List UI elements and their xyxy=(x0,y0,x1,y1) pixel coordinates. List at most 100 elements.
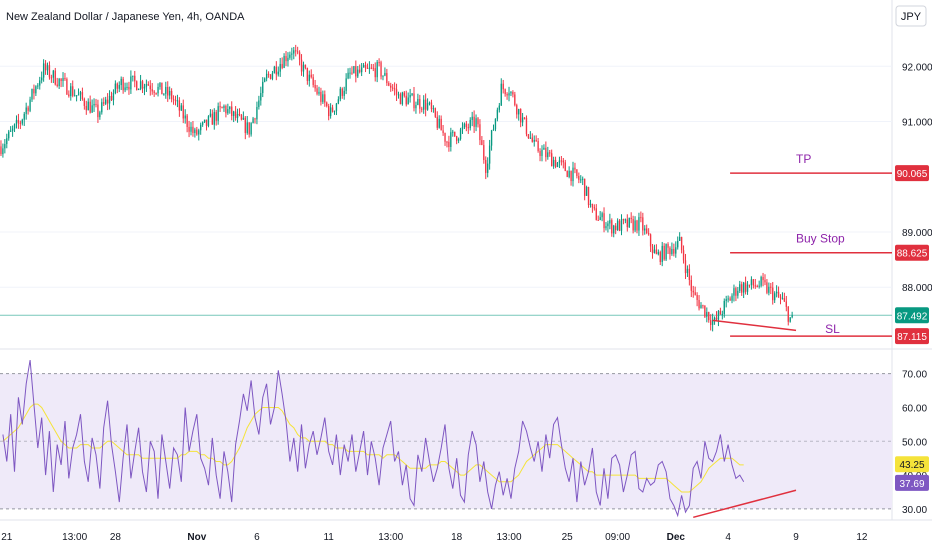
candle[interactable] xyxy=(756,284,758,288)
candle[interactable] xyxy=(252,116,254,124)
candle[interactable] xyxy=(217,102,219,125)
candle[interactable] xyxy=(368,61,371,74)
candle[interactable] xyxy=(44,60,47,75)
candle[interactable] xyxy=(380,60,382,80)
candle[interactable] xyxy=(273,65,276,74)
candle[interactable] xyxy=(13,123,16,133)
candle[interactable] xyxy=(161,82,163,95)
candle[interactable] xyxy=(632,215,634,234)
candle[interactable] xyxy=(207,115,210,128)
candle[interactable] xyxy=(300,54,303,76)
candle[interactable] xyxy=(587,186,590,208)
candle[interactable] xyxy=(21,118,23,126)
candle[interactable] xyxy=(760,275,762,288)
candle[interactable] xyxy=(463,122,466,130)
candle[interactable] xyxy=(382,75,384,81)
candle[interactable] xyxy=(91,99,93,113)
candle[interactable] xyxy=(223,104,225,112)
candle[interactable] xyxy=(141,79,144,93)
currency-button[interactable]: JPY xyxy=(895,5,927,27)
candle[interactable] xyxy=(151,83,153,95)
candle[interactable] xyxy=(39,76,41,90)
candle[interactable] xyxy=(157,83,159,97)
candle[interactable] xyxy=(130,70,132,94)
time-axis[interactable]: 21 13:00 28 Nov 6 11 13:00 18 13:00 25 09:00 Dec 4 9 1… xyxy=(1,532,868,543)
candle[interactable] xyxy=(777,286,780,298)
candle[interactable] xyxy=(275,61,278,81)
candle[interactable] xyxy=(77,88,80,96)
candle[interactable] xyxy=(746,281,749,295)
candle[interactable] xyxy=(601,211,603,222)
candle[interactable] xyxy=(510,91,512,97)
candle[interactable] xyxy=(403,91,405,98)
candle[interactable] xyxy=(417,93,419,106)
candle[interactable] xyxy=(134,70,136,88)
candle[interactable] xyxy=(326,101,328,108)
candle[interactable] xyxy=(496,107,499,122)
candle[interactable] xyxy=(335,102,338,116)
candle[interactable] xyxy=(388,81,390,87)
candle[interactable] xyxy=(405,90,407,107)
candle[interactable] xyxy=(227,103,229,115)
candle[interactable] xyxy=(194,127,196,138)
candle[interactable] xyxy=(547,146,549,160)
candle[interactable] xyxy=(599,211,601,221)
candle[interactable] xyxy=(494,118,497,132)
candle[interactable] xyxy=(316,85,318,96)
candle[interactable] xyxy=(225,104,227,118)
candle[interactable] xyxy=(6,133,8,149)
candle[interactable] xyxy=(640,211,642,223)
candle[interactable] xyxy=(277,66,279,77)
candle[interactable] xyxy=(72,80,74,98)
candle[interactable] xyxy=(287,52,289,67)
candle[interactable] xyxy=(180,103,182,112)
candle[interactable] xyxy=(139,74,142,91)
candle[interactable] xyxy=(246,116,248,135)
candle[interactable] xyxy=(748,284,751,288)
candle[interactable] xyxy=(8,129,10,141)
candle[interactable] xyxy=(46,62,49,75)
candle[interactable] xyxy=(768,282,770,296)
candle[interactable] xyxy=(506,92,508,100)
candle[interactable] xyxy=(386,68,388,86)
candle[interactable] xyxy=(182,99,184,124)
candle[interactable] xyxy=(264,77,266,83)
candle[interactable] xyxy=(597,215,599,221)
candle[interactable] xyxy=(688,264,691,286)
candle[interactable] xyxy=(781,292,784,300)
candle[interactable] xyxy=(430,99,433,113)
candle[interactable] xyxy=(271,70,274,81)
candle[interactable] xyxy=(646,224,648,235)
candle[interactable] xyxy=(630,212,632,224)
candle[interactable] xyxy=(232,110,235,123)
candle[interactable] xyxy=(609,213,611,230)
candle[interactable] xyxy=(488,139,491,170)
candle[interactable] xyxy=(178,97,181,117)
candle[interactable] xyxy=(752,278,755,289)
candle[interactable] xyxy=(564,159,566,172)
candle[interactable] xyxy=(56,77,58,88)
candle[interactable] xyxy=(710,314,712,331)
candle[interactable] xyxy=(636,219,638,234)
candle[interactable] xyxy=(360,63,363,77)
candle[interactable] xyxy=(153,90,155,97)
candle[interactable] xyxy=(549,149,551,157)
price-level-buy-stop[interactable]: Buy Stop xyxy=(730,232,892,254)
candle[interactable] xyxy=(4,139,6,154)
candle[interactable] xyxy=(213,108,215,130)
candle[interactable] xyxy=(485,156,487,180)
candle[interactable] xyxy=(87,98,89,111)
candle[interactable] xyxy=(155,92,157,96)
candle[interactable] xyxy=(471,111,473,127)
candle[interactable] xyxy=(411,93,413,97)
candle[interactable] xyxy=(298,50,301,66)
candle[interactable] xyxy=(219,101,221,112)
candle[interactable] xyxy=(215,109,217,126)
candle[interactable] xyxy=(329,103,332,119)
candle[interactable] xyxy=(696,292,698,307)
candle[interactable] xyxy=(231,101,233,121)
candle[interactable] xyxy=(428,101,431,106)
candle[interactable] xyxy=(196,126,198,136)
candle[interactable] xyxy=(519,108,522,128)
candle[interactable] xyxy=(490,129,493,151)
